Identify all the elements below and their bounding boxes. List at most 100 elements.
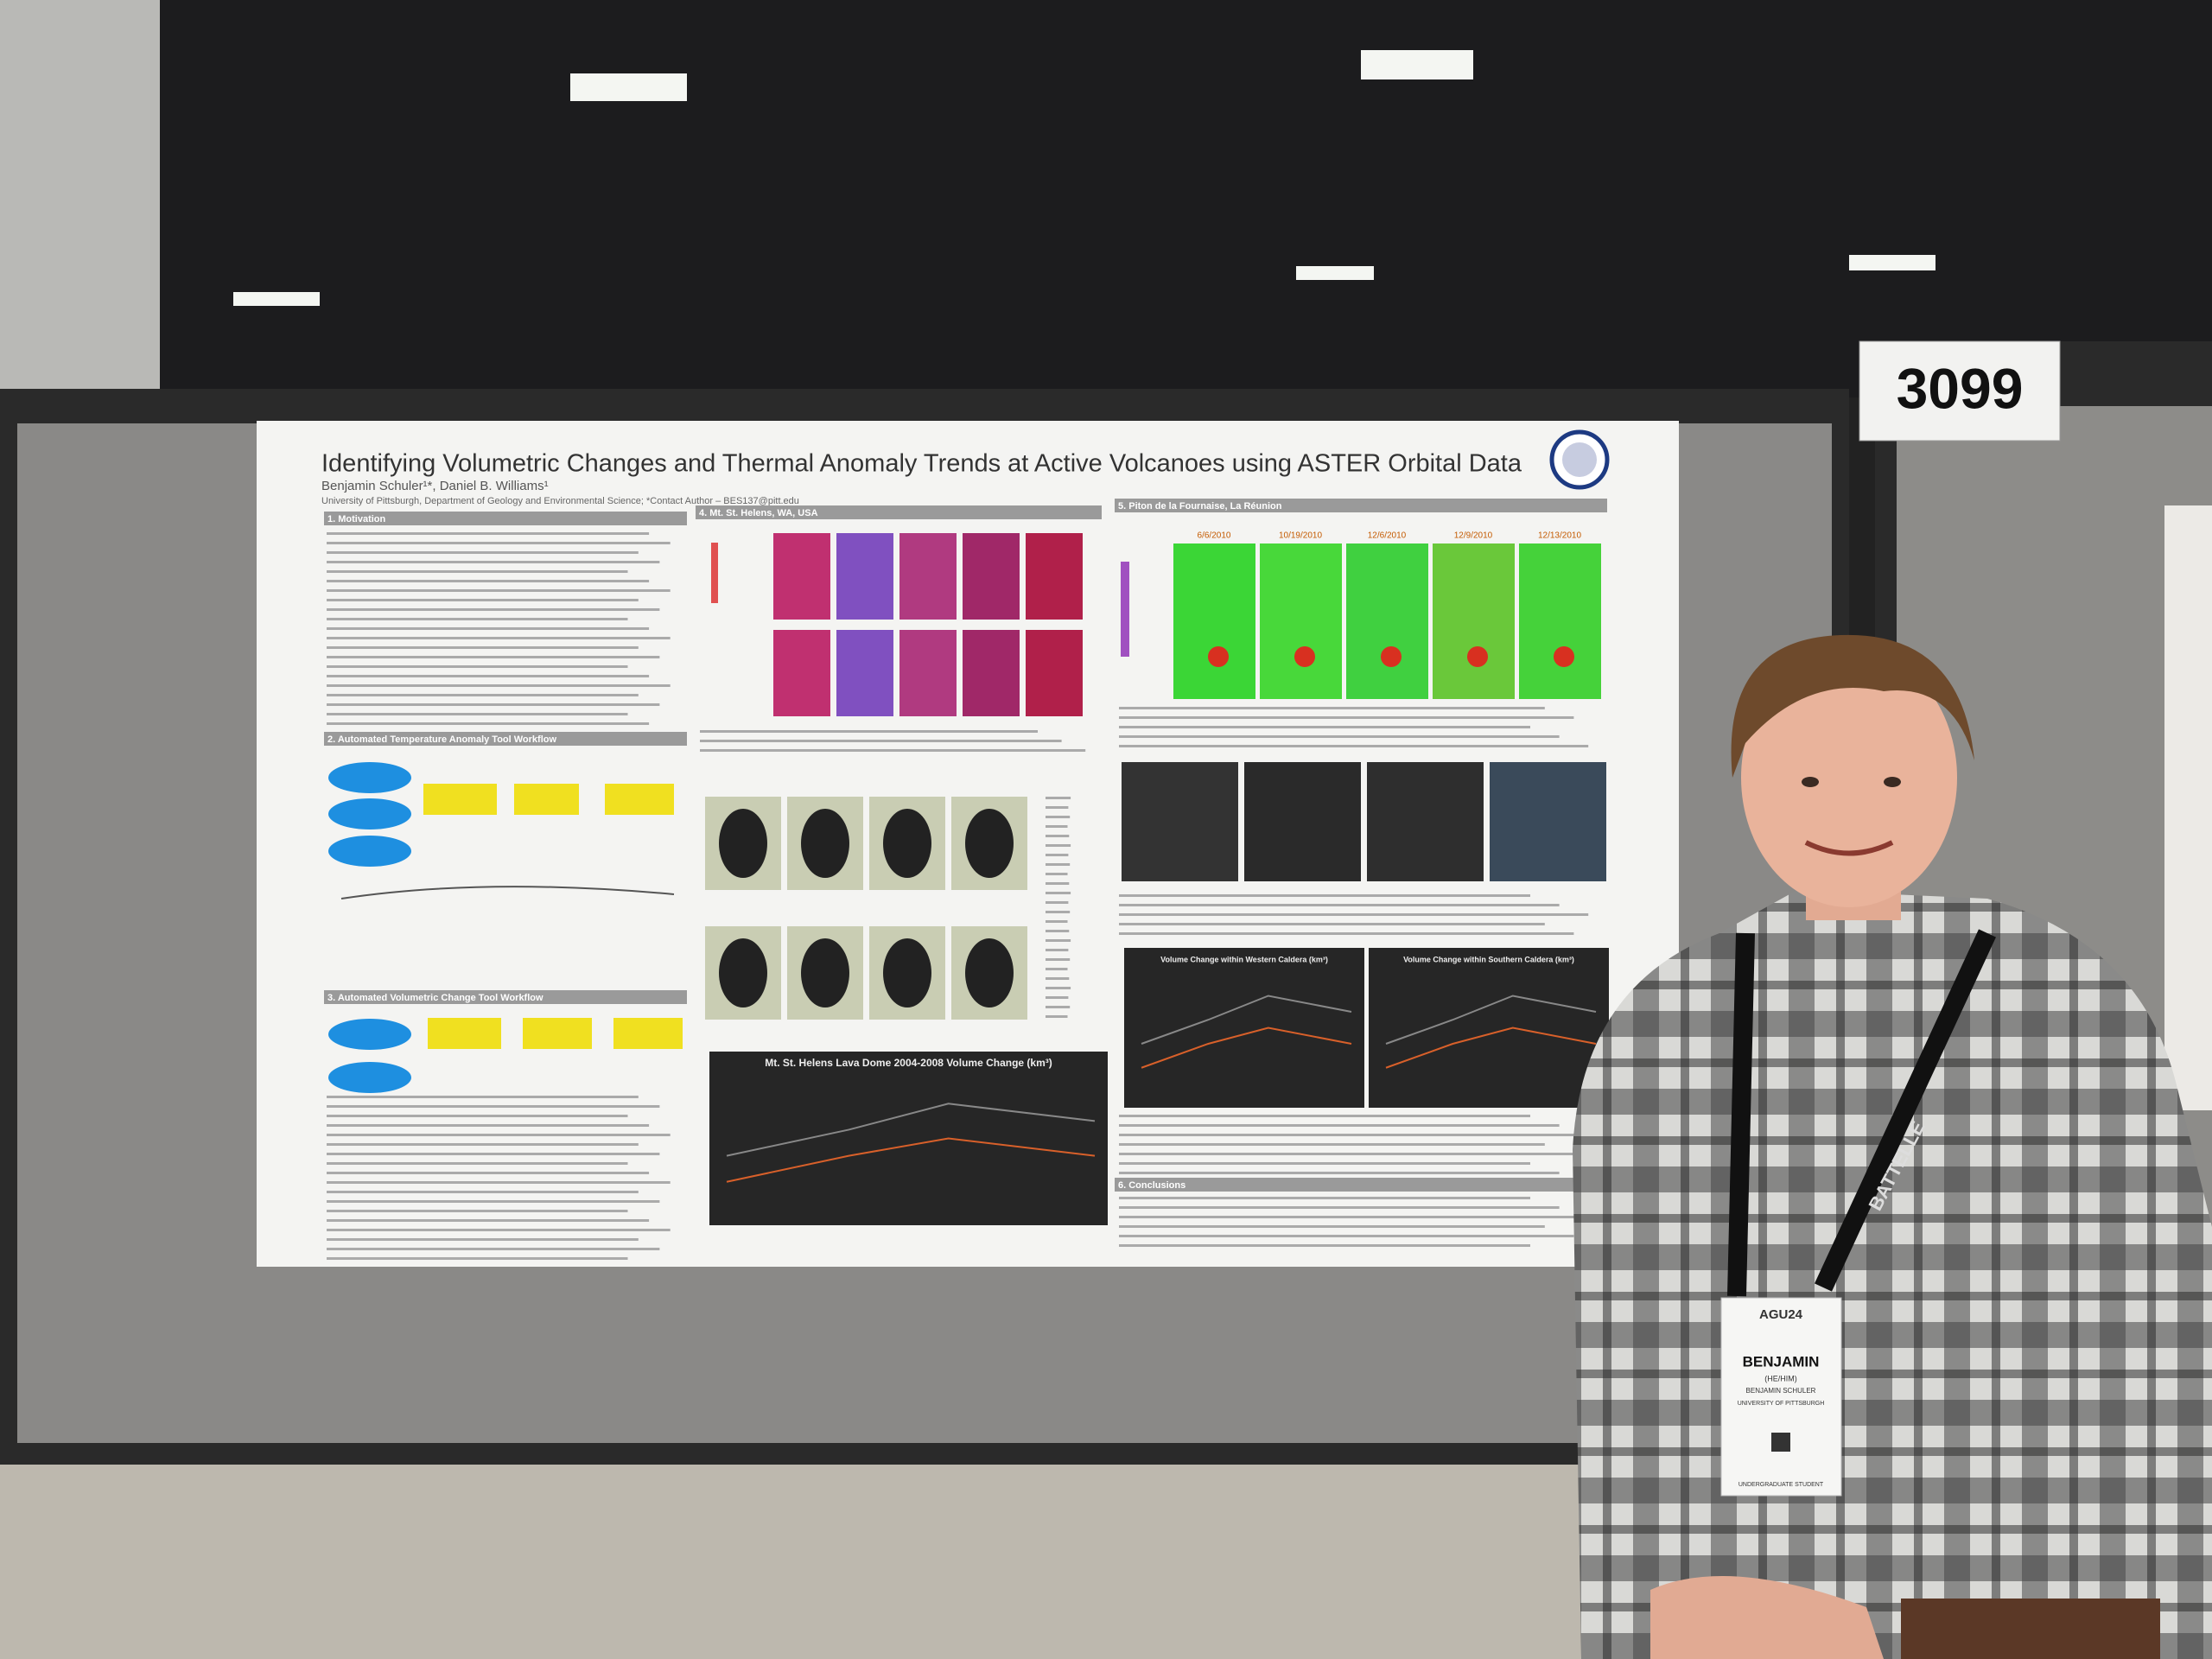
pillar [0, 0, 160, 397]
thermal-image [836, 630, 893, 716]
thermal-image [1173, 543, 1255, 699]
text-line [327, 1172, 650, 1174]
text-line [327, 713, 628, 715]
chart-title: Mt. St. Helens Lava Dome 2004-2008 Volum… [765, 1057, 1052, 1069]
text-line [1119, 1124, 1560, 1127]
workflow-node [328, 1062, 411, 1093]
badge-full-name: BENJAMIN SCHULER [1746, 1387, 1816, 1395]
text-line [1119, 904, 1560, 906]
text-line [1046, 949, 1069, 951]
text-line [327, 1238, 639, 1241]
hotspot [1381, 646, 1402, 667]
chart-panel [1124, 948, 1364, 1108]
text-line [1046, 911, 1071, 913]
workflow-node [328, 1019, 411, 1050]
university-seal [1562, 442, 1597, 477]
hotspot [1554, 646, 1574, 667]
thermal-image [963, 533, 1020, 620]
hotspot [1294, 646, 1315, 667]
grayscale-image [1367, 762, 1484, 881]
workflow-step [428, 1018, 501, 1049]
workflow-step [523, 1018, 592, 1049]
thermal-image [773, 630, 830, 716]
text-line [327, 675, 650, 677]
badge [1720, 1297, 1842, 1497]
text-line [1046, 987, 1071, 989]
text-line [1119, 1162, 1530, 1165]
badge-organization: UNIVERSITY OF PITTSBURGH [1738, 1401, 1825, 1407]
color-scale [1121, 562, 1129, 657]
eye [1884, 777, 1901, 787]
booth-number: 3099 [1897, 356, 2024, 420]
text-line [1119, 913, 1589, 916]
color-scale [711, 543, 718, 603]
text-line [327, 694, 639, 696]
booth-sign [1859, 340, 2061, 442]
badge-pronouns: (HE/HIM) [1764, 1374, 1797, 1382]
text-line [1046, 892, 1071, 894]
ceiling-light [1849, 255, 1936, 270]
grayscale-image [1122, 762, 1238, 881]
text-line [327, 1200, 660, 1203]
ceiling-light [1296, 266, 1374, 280]
section-bar [696, 505, 1102, 519]
badge-qr [1771, 1433, 1790, 1452]
dome [883, 809, 931, 878]
person: BATTELLE AGU24 BENJAMIN (HE/HIM) BENJAMI… [1573, 634, 2212, 1659]
text-line [1119, 1244, 1530, 1247]
smile [1804, 840, 1894, 856]
section-bar [324, 732, 687, 746]
text-line [1119, 1216, 1589, 1218]
section-bar [1115, 499, 1607, 512]
text-line [327, 646, 639, 649]
text-line [327, 561, 660, 563]
text-line [327, 1105, 660, 1108]
text-line [327, 608, 660, 611]
thermal-image [1260, 543, 1342, 699]
text-line [327, 1229, 671, 1231]
section-bar [324, 990, 687, 1004]
shirt [1573, 890, 2212, 1659]
text-line [327, 1153, 660, 1155]
hotspot [1208, 646, 1229, 667]
chart-title: Volume Change within Western Caldera (km… [1160, 955, 1328, 963]
chart-line [726, 1103, 1096, 1157]
grayscale-image [1244, 762, 1361, 881]
thermal-image [899, 533, 957, 620]
text-line [1046, 1015, 1068, 1018]
thermal-image [1026, 630, 1083, 716]
text-line [1119, 1172, 1560, 1174]
image-date: 12/13/2010 [1538, 531, 1581, 541]
thermal-image [836, 533, 893, 620]
text-line [1046, 825, 1068, 828]
text-line [1046, 1006, 1071, 1008]
section-header: 3. Automated Volumetric Change Tool Work… [327, 993, 543, 1003]
section-header: 4. Mt. St. Helens, WA, USA [699, 508, 818, 518]
badge-event: AGU24 [1759, 1307, 1803, 1322]
text-line [1119, 1197, 1530, 1199]
thermal-image [1026, 533, 1083, 620]
text-line [1119, 1143, 1545, 1146]
ceiling-light [233, 292, 320, 306]
badge-first-name: BENJAMIN [1743, 1353, 1820, 1370]
text-line [1119, 1134, 1589, 1136]
section-header: 5. Piton de la Fournaise, La Réunion [1118, 501, 1282, 512]
text-line [1119, 1153, 1574, 1155]
text-line [327, 1143, 639, 1146]
text-line [1046, 863, 1071, 866]
text-line [1046, 797, 1071, 799]
text-line [700, 749, 1086, 752]
image-date: 12/9/2010 [1454, 531, 1493, 541]
text-line [327, 570, 628, 573]
text-line [327, 656, 660, 658]
hand [1650, 1576, 1884, 1659]
image-date: 10/19/2010 [1279, 531, 1322, 541]
text-line [1046, 920, 1068, 923]
text-line [327, 1096, 639, 1098]
text-line [1046, 977, 1070, 980]
workflow-node [328, 836, 411, 867]
text-line [327, 1115, 628, 1117]
dome [719, 809, 767, 878]
thermal-image [1433, 543, 1515, 699]
